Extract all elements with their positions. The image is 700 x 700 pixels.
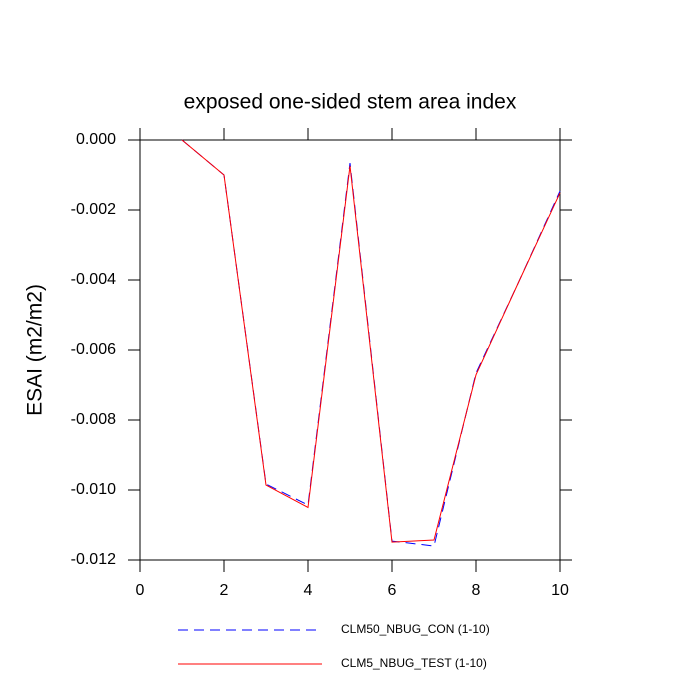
x-tick-label: 2 xyxy=(220,582,229,599)
y-tick-label: -0.008 xyxy=(71,411,116,428)
x-tick-label: 0 xyxy=(136,582,145,599)
legend-label: CLM5_NBUG_TEST (1-10) xyxy=(341,656,487,670)
y-tick-label: -0.002 xyxy=(71,201,116,218)
x-tick-label: 10 xyxy=(551,582,569,599)
y-tick-label: -0.004 xyxy=(71,271,116,288)
y-tick-label: -0.006 xyxy=(71,341,116,358)
legend-label: CLM50_NBUG_CON (1-10) xyxy=(341,622,490,636)
x-tick-label: 4 xyxy=(304,582,313,599)
chart-title: exposed one-sided stem area index xyxy=(184,91,517,114)
y-tick-label: 0.000 xyxy=(76,131,116,148)
data-line xyxy=(181,139,561,543)
x-tick-label: 6 xyxy=(388,582,397,599)
y-tick-label: -0.012 xyxy=(71,551,116,568)
y-axis-title: ESAI (m2/m2) xyxy=(24,284,47,416)
y-tick-label: -0.010 xyxy=(71,481,116,498)
x-tick-label: 8 xyxy=(472,582,481,599)
